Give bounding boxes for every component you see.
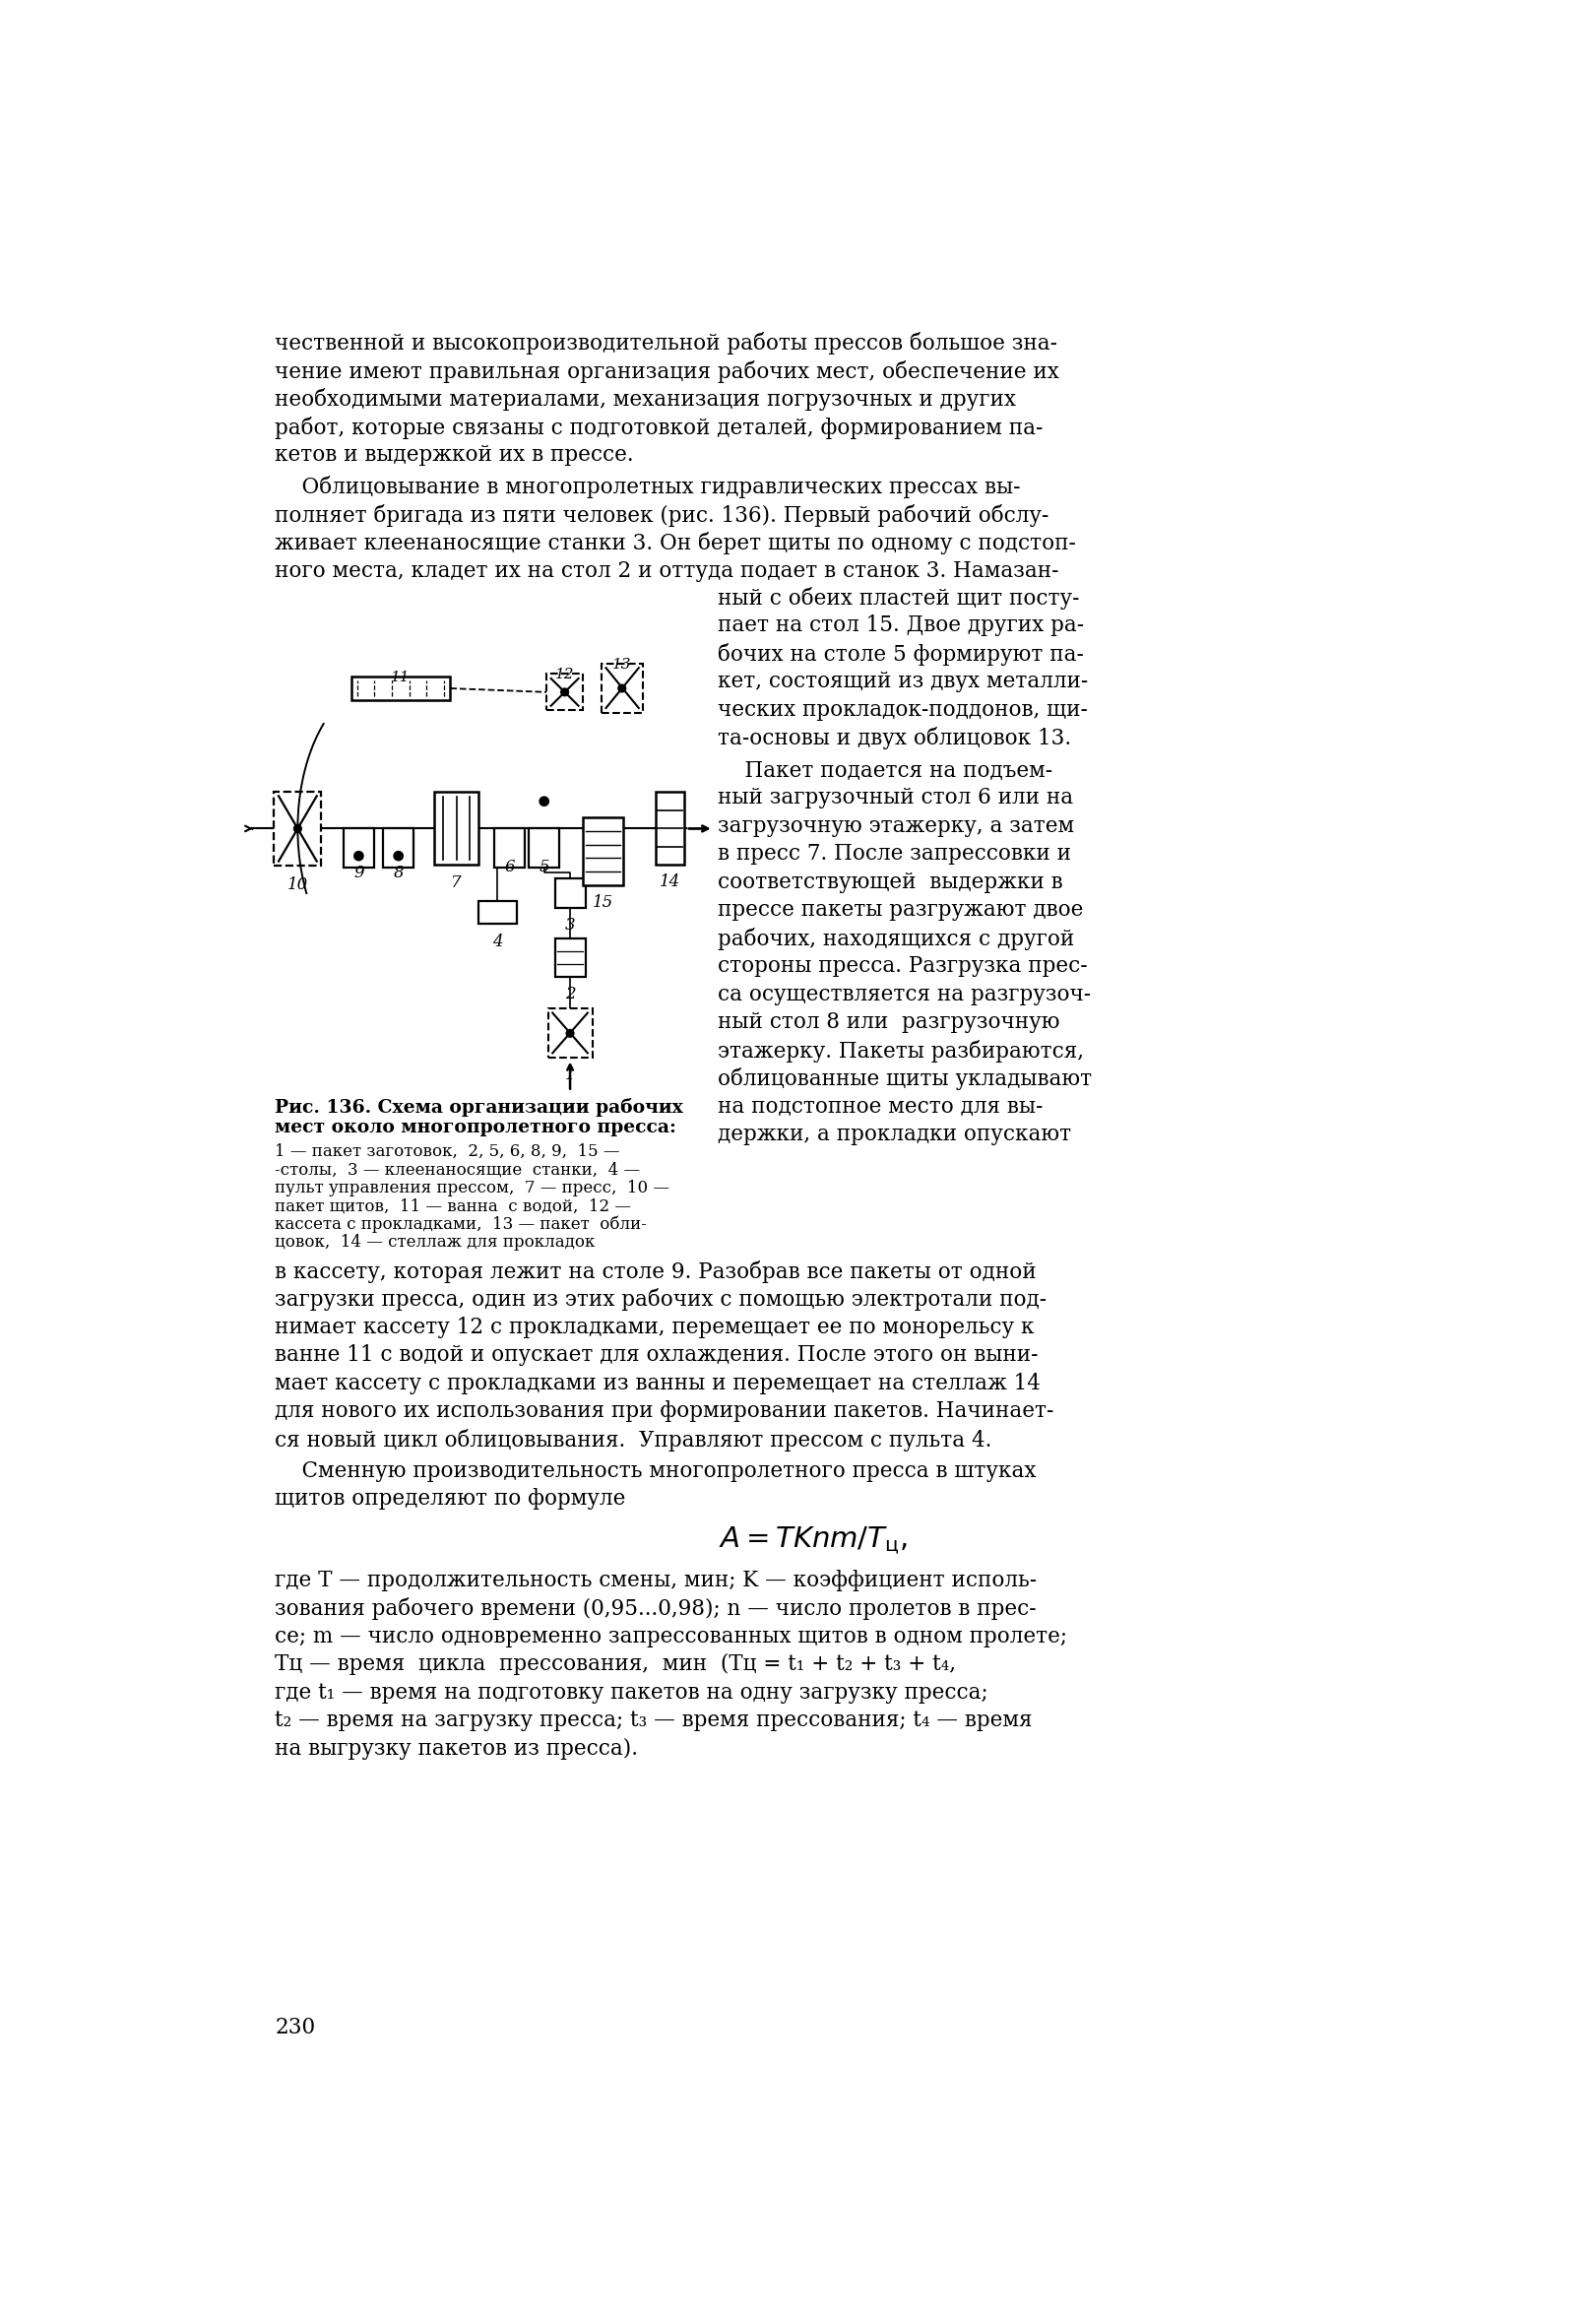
Text: зования рабочего времени (0,95...0,98); n — число пролетов в прес-: зования рабочего времени (0,95...0,98); … <box>275 1597 1037 1620</box>
Text: держки, а прокладки опускают: держки, а прокладки опускают <box>718 1122 1070 1146</box>
Text: ный загрузочный стол 6 или на: ный загрузочный стол 6 или на <box>718 788 1073 809</box>
Text: загрузочную этажерку, а затем: загрузочную этажерку, а затем <box>718 816 1073 837</box>
Text: Облицовывание в многопролетных гидравлических прессах вы-: Облицовывание в многопролетных гидравлич… <box>275 476 1021 500</box>
Text: необходимыми материалами, механизация погрузочных и других: необходимыми материалами, механизация по… <box>275 388 1016 411</box>
Text: щитов определяют по формуле: щитов определяют по формуле <box>275 1487 626 1511</box>
Text: в кассету, которая лежит на столе 9. Разобрав все пакеты от одной: в кассету, которая лежит на столе 9. Раз… <box>275 1260 1037 1283</box>
Bar <box>478 902 516 923</box>
Bar <box>343 830 375 869</box>
Text: полняет бригада из пяти человек (рис. 136). Первый рабочий обслу-: полняет бригада из пяти человек (рис. 13… <box>275 504 1050 528</box>
Text: ванне 11 с водой и опускает для охлаждения. После этого он выни-: ванне 11 с водой и опускает для охлажден… <box>275 1343 1039 1367</box>
Text: се; m — число одновременно запрессованных щитов в одном пролете;: се; m — число одновременно запрессованны… <box>275 1624 1067 1648</box>
Text: мает кассету с прокладками из ванны и перемещает на стеллаж 14: мает кассету с прокладками из ванны и пе… <box>275 1371 1040 1394</box>
Bar <box>548 1009 592 1057</box>
Bar <box>383 830 413 869</box>
Text: стороны пресса. Разгрузка прес-: стороны пресса. Разгрузка прес- <box>718 955 1088 976</box>
Text: работ, которые связаны с подготовкой деталей, формированием па-: работ, которые связаны с подготовкой дет… <box>275 416 1043 439</box>
Text: Сменную производительность многопролетного пресса в штуках: Сменную производительность многопролетно… <box>275 1459 1037 1483</box>
Bar <box>554 939 586 976</box>
Text: 14: 14 <box>659 874 681 890</box>
Bar <box>494 830 526 869</box>
Text: 8: 8 <box>394 865 403 881</box>
Text: 3: 3 <box>565 916 575 934</box>
Circle shape <box>618 686 626 693</box>
Text: ческих прокладок-поддонов, щи-: ческих прокладок-поддонов, щи- <box>718 700 1088 720</box>
Text: ного места, кладет их на стол 2 и оттуда подает в станок 3. Намазан-: ного места, кладет их на стол 2 и оттуда… <box>275 560 1059 581</box>
Text: чественной и высокопроизводительной работы прессов большое зна-: чественной и высокопроизводительной рабо… <box>275 332 1058 356</box>
Text: 9: 9 <box>354 865 364 881</box>
Text: чение имеют правильная организация рабочих мест, обеспечение их: чение имеют правильная организация рабоч… <box>275 360 1059 383</box>
Text: облицованные щиты укладывают: облицованные щиты укладывают <box>718 1067 1091 1090</box>
Circle shape <box>294 825 302 832</box>
Bar <box>275 792 321 867</box>
Text: цовок,  14 — стеллаж для прокладок: цовок, 14 — стеллаж для прокладок <box>275 1234 596 1250</box>
Text: 1 — пакет заготовок,  2, 5, 6, 8, 9,  15 —: 1 — пакет заготовок, 2, 5, 6, 8, 9, 15 — <box>275 1143 619 1160</box>
Text: ся новый цикл облицовывания.  Управляют прессом с пульта 4.: ся новый цикл облицовывания. Управляют п… <box>275 1429 992 1450</box>
Bar <box>554 878 586 906</box>
Text: пает на стол 15. Двое других ра-: пает на стол 15. Двое других ра- <box>718 616 1083 637</box>
Text: 4: 4 <box>492 934 503 951</box>
Text: мест около многопролетного пресса:: мест около многопролетного пресса: <box>275 1120 676 1136</box>
Text: ный с обеих пластей щит посту-: ный с обеих пластей щит посту- <box>718 586 1080 609</box>
Text: 10: 10 <box>287 876 308 892</box>
Text: 12: 12 <box>556 667 575 681</box>
Text: 230: 230 <box>275 2017 316 2038</box>
Text: этажерку. Пакеты разбираются,: этажерку. Пакеты разбираются, <box>718 1039 1083 1062</box>
Text: кассета с прокладками,  13 — пакет  обли-: кассета с прокладками, 13 — пакет обли- <box>275 1215 646 1234</box>
Circle shape <box>561 688 569 695</box>
Text: где t₁ — время на подготовку пакетов на одну загрузку пресса;: где t₁ — время на подготовку пакетов на … <box>275 1683 988 1703</box>
Circle shape <box>354 851 364 860</box>
Text: 11: 11 <box>391 669 410 683</box>
Bar <box>529 830 559 869</box>
Text: 7: 7 <box>451 874 462 892</box>
Text: где T — продолжительность смены, мин; K — коэффициент исполь-: где T — продолжительность смены, мин; K … <box>275 1569 1037 1592</box>
Text: 2: 2 <box>565 985 575 1002</box>
Text: бочих на столе 5 формируют па-: бочих на столе 5 формируют па- <box>718 644 1083 665</box>
Text: кет, состоящий из двух металли-: кет, состоящий из двух металли- <box>718 672 1088 693</box>
Text: ный стол 8 или  разгрузочную: ный стол 8 или разгрузочную <box>718 1011 1059 1032</box>
Text: для нового их использования при формировании пакетов. Начинает-: для нового их использования при формиров… <box>275 1401 1054 1422</box>
Bar <box>583 818 622 885</box>
Text: пакет щитов,  11 — ванна  с водой,  12 —: пакет щитов, 11 — ванна с водой, 12 — <box>275 1197 630 1215</box>
Text: са осуществляется на разгрузоч-: са осуществляется на разгрузоч- <box>718 983 1091 1004</box>
Text: живает клеенаносящие станки 3. Он берет щиты по одному с подстоп-: живает клеенаносящие станки 3. Он берет … <box>275 532 1077 555</box>
Bar <box>351 676 451 700</box>
Text: 13: 13 <box>613 658 632 672</box>
Text: в пресс 7. После запрессовки и: в пресс 7. После запрессовки и <box>718 844 1070 865</box>
Circle shape <box>540 797 549 806</box>
Bar <box>656 792 684 865</box>
Text: пульт управления прессом,  7 — пресс,  10 —: пульт управления прессом, 7 — пресс, 10 … <box>275 1181 670 1197</box>
Text: 1: 1 <box>565 1067 575 1083</box>
Text: Tц — время  цикла  прессования,  мин  (Tц = t₁ + t₂ + t₃ + t₄,: Tц — время цикла прессования, мин (Tц = … <box>275 1655 956 1676</box>
Text: рабочих, находящихся с другой: рабочих, находящихся с другой <box>718 927 1073 951</box>
Text: нимает кассету 12 с прокладками, перемещает ее по монорельсу к: нимает кассету 12 с прокладками, перемещ… <box>275 1315 1034 1339</box>
Circle shape <box>394 851 403 860</box>
Text: соответствующей  выдержки в: соответствующей выдержки в <box>718 872 1062 892</box>
Text: 15: 15 <box>592 895 613 911</box>
Text: $A = TKnm/T_{\rm ц},$: $A = TKnm/T_{\rm ц},$ <box>719 1525 908 1557</box>
Bar <box>546 674 583 711</box>
Text: на выгрузку пакетов из пресса).: на выгрузку пакетов из пресса). <box>275 1738 638 1759</box>
Text: Пакет подается на подъем-: Пакет подается на подъем- <box>718 760 1053 781</box>
Circle shape <box>567 1030 573 1037</box>
Bar <box>602 662 643 713</box>
Text: загрузки пресса, один из этих рабочих с помощью электротали под-: загрузки пресса, один из этих рабочих с … <box>275 1287 1046 1311</box>
Text: та-основы и двух облицовок 13.: та-основы и двух облицовок 13. <box>718 727 1070 751</box>
Text: прессе пакеты разгружают двое: прессе пакеты разгружают двое <box>718 899 1083 920</box>
Text: 5: 5 <box>538 860 549 876</box>
Bar <box>434 792 478 865</box>
Text: Рис. 136. Схема организации рабочих: Рис. 136. Схема организации рабочих <box>275 1097 683 1116</box>
Text: -столы,  3 — клеенаносящие  станки,  4 —: -столы, 3 — клеенаносящие станки, 4 — <box>275 1162 640 1178</box>
Text: 6: 6 <box>505 860 515 876</box>
Text: t₂ — время на загрузку пресса; t₃ — время прессования; t₄ — время: t₂ — время на загрузку пресса; t₃ — врем… <box>275 1710 1032 1731</box>
Text: кетов и выдержкой их в прессе.: кетов и выдержкой их в прессе. <box>275 444 634 465</box>
Text: на подстопное место для вы-: на подстопное место для вы- <box>718 1095 1043 1118</box>
